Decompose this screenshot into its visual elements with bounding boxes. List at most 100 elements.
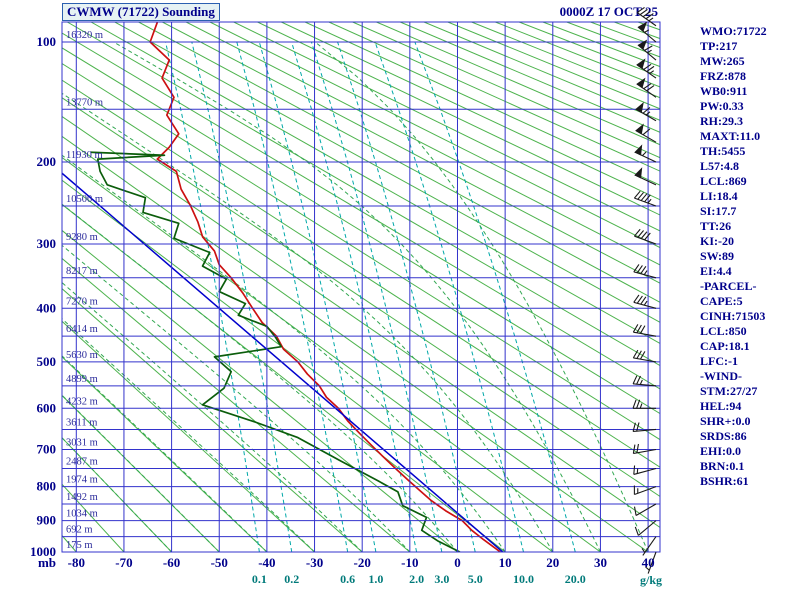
index-line: HEL:94	[700, 399, 742, 413]
sounding-title[interactable]: CWMW (71722) Sounding	[62, 3, 220, 21]
barb-flag	[636, 58, 646, 70]
index-line: RH:29.3	[700, 114, 743, 128]
index-line: MAXT:11.0	[700, 129, 761, 143]
barb-feather	[636, 422, 640, 432]
barb-feather	[642, 107, 651, 114]
height-label: 1974 m	[66, 475, 98, 486]
barb-feather	[637, 192, 644, 200]
height-label: 6414 m	[66, 324, 98, 335]
dry-adiabat-line	[62, 135, 649, 552]
barb-feather	[639, 9, 648, 16]
barb-half-feather	[639, 403, 643, 409]
barb-staff	[633, 357, 657, 363]
temp-label: 10	[499, 555, 512, 570]
barb-feather	[640, 296, 647, 305]
temp-label: -20	[354, 555, 371, 570]
barb-staff	[635, 503, 657, 516]
barb-half-feather	[642, 151, 647, 157]
barb-feather	[636, 399, 641, 409]
barb-half-feather	[643, 270, 648, 275]
index-line: -PARCEL-	[700, 279, 757, 293]
dry-adiabat-line	[62, 47, 660, 415]
wind-barb	[641, 536, 657, 556]
dry-adiabat-line	[162, 22, 660, 284]
dry-adiabat-line	[281, 22, 660, 201]
wind-barb	[637, 21, 657, 43]
index-line: EI:4.4	[700, 264, 732, 278]
mixing-ratio-label: 1.0	[368, 572, 383, 586]
dry-adiabat-line	[304, 22, 660, 186]
dry-adiabat-line	[257, 22, 660, 216]
barb-feather	[632, 422, 636, 432]
wind-barb	[633, 228, 657, 245]
mixing-ratio-label: 0.1	[252, 572, 267, 586]
temp-label: -40	[258, 555, 275, 570]
wind-barb	[633, 503, 657, 516]
barb-half-feather	[649, 70, 655, 75]
temp-label: 20	[546, 555, 559, 570]
barb-feather	[644, 194, 651, 203]
index-line: CAP:18.1	[700, 339, 750, 353]
wind-barb	[645, 551, 657, 574]
mixing-ratio-line	[310, 41, 443, 552]
dry-adiabat-line	[62, 97, 660, 498]
wind-barb	[634, 144, 657, 163]
index-line: SRDS:86	[700, 429, 747, 443]
index-line: MW:265	[700, 54, 745, 68]
barb-staff	[633, 331, 657, 337]
wind-barb	[637, 39, 657, 61]
barb-feather	[645, 13, 654, 20]
barb-feather	[636, 6, 645, 14]
wind-barb	[633, 264, 657, 279]
dry-adiabat-line	[114, 22, 660, 323]
dry-adiabat-line	[400, 22, 660, 133]
temp-label: -30	[306, 555, 323, 570]
index-line: BRN:0.1	[700, 459, 745, 473]
height-label: 9280 m	[66, 232, 98, 243]
barb-flag	[637, 21, 648, 32]
barb-feather	[643, 63, 652, 70]
temp-label: -10	[401, 555, 418, 570]
index-line: CAPE:5	[700, 294, 743, 308]
dry-adiabat-line	[62, 79, 660, 468]
dry-adiabat-line	[138, 22, 660, 303]
wind-barb	[634, 520, 657, 536]
dry-adiabat-line	[62, 32, 660, 390]
dry-adiabat-line	[62, 229, 458, 552]
dry-adiabat-line	[185, 22, 660, 266]
temp-label: -50	[211, 555, 228, 570]
barb-feather	[633, 264, 640, 273]
dry-adiabat-line	[62, 62, 660, 441]
index-line: LFC:-1	[700, 354, 738, 368]
height-label: 2487 m	[66, 457, 98, 468]
index-line: LCL:850	[700, 324, 747, 338]
wind-barb	[632, 349, 657, 363]
wind-barb	[632, 375, 657, 387]
wind-barb	[635, 102, 657, 122]
barb-flag	[636, 77, 646, 89]
pressure-label: 700	[37, 441, 57, 456]
wind-barb	[633, 294, 657, 309]
wind-barb	[635, 123, 657, 143]
dry-adiabat-line	[62, 257, 411, 552]
barb-feather	[636, 375, 641, 385]
barb-half-feather	[648, 17, 654, 22]
index-line: TT:26	[700, 219, 732, 233]
moist-adiabat-line	[62, 355, 268, 552]
barb-feather	[636, 350, 642, 359]
temp-label: 0	[454, 555, 461, 570]
barb-feather	[640, 193, 648, 201]
barb-flag	[637, 39, 648, 51]
wind-barb	[632, 443, 657, 455]
height-label: 7270 m	[66, 296, 98, 307]
mixing-ratio-line	[337, 41, 476, 552]
index-line: TH:5455	[700, 144, 746, 158]
height-label: 5630 m	[66, 350, 98, 361]
barb-half-feather	[645, 111, 651, 116]
temp-label: -70	[115, 555, 132, 570]
sounding-datetime: 0000Z 17 OCT 25	[559, 4, 658, 19]
dry-adiabat-line	[62, 356, 268, 552]
barb-feather	[646, 85, 655, 92]
barb-feather	[633, 465, 636, 475]
barb-feather	[639, 351, 646, 360]
